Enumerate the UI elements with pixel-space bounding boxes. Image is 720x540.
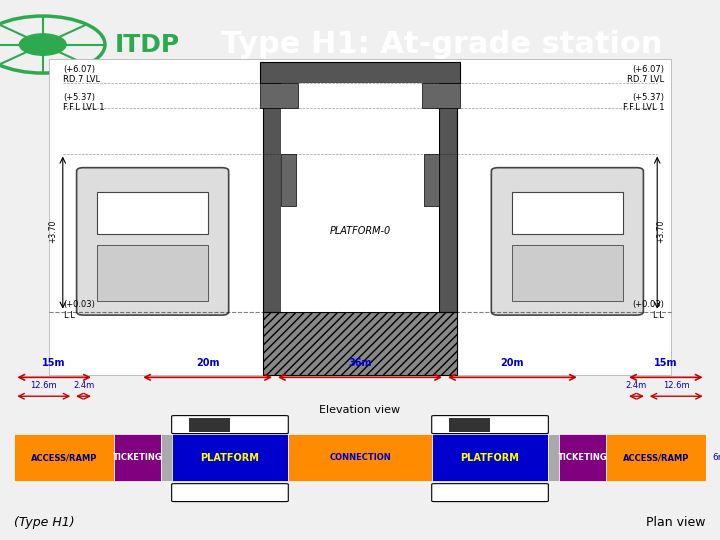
Text: RD.7 LVL: RD.7 LVL: [627, 76, 664, 84]
Text: ACCESS/RAMP: ACCESS/RAMP: [623, 453, 689, 462]
Bar: [203, 418, 217, 432]
Bar: [171, 434, 288, 481]
Text: RD.7 LVL: RD.7 LVL: [63, 76, 100, 84]
Bar: [449, 418, 463, 432]
Bar: [512, 245, 623, 301]
Text: (+5.37): (+5.37): [632, 93, 664, 102]
Bar: [14, 434, 114, 481]
Text: PLATFORM: PLATFORM: [201, 453, 259, 463]
Bar: [260, 62, 460, 83]
Text: Type H1: At-grade station: Type H1: At-grade station: [220, 30, 662, 59]
Bar: [281, 83, 439, 312]
Text: 20m: 20m: [500, 358, 524, 368]
Text: 20m: 20m: [196, 358, 220, 368]
Bar: [439, 73, 456, 312]
FancyBboxPatch shape: [491, 167, 644, 315]
FancyBboxPatch shape: [432, 416, 549, 434]
Text: L.L: L.L: [63, 310, 75, 320]
Text: Elevation view: Elevation view: [320, 405, 400, 415]
Text: 12.6m: 12.6m: [30, 381, 57, 390]
Text: 12.6m: 12.6m: [663, 381, 690, 390]
Bar: [97, 192, 208, 234]
Text: Plan view: Plan view: [646, 516, 706, 529]
Text: (+0.03): (+0.03): [632, 300, 664, 309]
Text: (Type H1): (Type H1): [14, 516, 75, 529]
Bar: [281, 153, 296, 206]
Circle shape: [19, 34, 66, 55]
Text: (+5.37): (+5.37): [63, 93, 95, 102]
Text: F.F.L LVL 1: F.F.L LVL 1: [63, 104, 104, 112]
Bar: [606, 434, 706, 481]
Bar: [114, 434, 161, 481]
Text: (+6.07): (+6.07): [63, 65, 95, 74]
Text: PLATFORM-0: PLATFORM-0: [329, 226, 391, 236]
Text: TICKETING: TICKETING: [557, 453, 608, 462]
Text: L.L: L.L: [652, 310, 664, 320]
Bar: [264, 73, 281, 312]
Text: CONNECTION: CONNECTION: [329, 453, 391, 462]
Text: 6m: 6m: [713, 453, 720, 462]
Bar: [264, 312, 456, 375]
Text: PLATFORM: PLATFORM: [461, 453, 519, 463]
FancyBboxPatch shape: [171, 416, 288, 434]
FancyBboxPatch shape: [76, 167, 229, 315]
Bar: [161, 434, 171, 481]
Bar: [424, 153, 439, 206]
Bar: [463, 418, 477, 432]
Text: F.F.L LVL 1: F.F.L LVL 1: [623, 104, 664, 112]
Text: 2.4m: 2.4m: [73, 381, 94, 390]
Text: ACCESS/RAMP: ACCESS/RAMP: [31, 453, 97, 462]
Bar: [189, 418, 203, 432]
Text: TICKETING: TICKETING: [112, 453, 163, 462]
Text: +3.70: +3.70: [48, 219, 57, 242]
Bar: [432, 434, 549, 481]
Bar: [477, 418, 490, 432]
Text: 15m: 15m: [42, 358, 66, 368]
FancyBboxPatch shape: [49, 59, 671, 375]
Text: 36m: 36m: [348, 358, 372, 368]
Bar: [422, 83, 460, 108]
Text: 2.4m: 2.4m: [626, 381, 647, 390]
Text: 15m: 15m: [654, 358, 678, 368]
Bar: [559, 434, 606, 481]
Bar: [260, 83, 298, 108]
Bar: [512, 192, 623, 234]
Bar: [549, 434, 559, 481]
Bar: [217, 418, 230, 432]
FancyBboxPatch shape: [432, 484, 549, 502]
Text: +3.70: +3.70: [656, 219, 665, 242]
FancyBboxPatch shape: [171, 484, 288, 502]
Bar: [288, 434, 432, 481]
Text: ITDP: ITDP: [114, 32, 180, 57]
Text: (+0.03): (+0.03): [63, 300, 94, 309]
Bar: [97, 245, 208, 301]
Text: (+6.07): (+6.07): [632, 65, 664, 74]
